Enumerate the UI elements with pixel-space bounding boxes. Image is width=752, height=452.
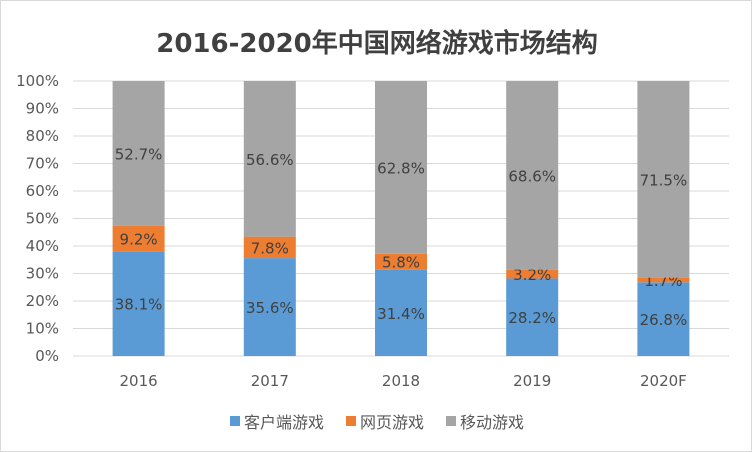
y-tick-label: 80% <box>26 127 59 145</box>
y-tick-label: 40% <box>26 237 59 255</box>
y-tick-label: 90% <box>26 100 59 118</box>
data-label: 56.6% <box>246 151 294 169</box>
data-label: 26.8% <box>640 311 688 329</box>
bar-segment <box>112 251 165 356</box>
x-tick-label: 2017 <box>251 372 289 390</box>
data-label: 62.8% <box>377 159 425 177</box>
data-label: 68.6% <box>508 167 556 185</box>
legend-item: 移动游戏 <box>446 409 524 433</box>
y-tick-label: 60% <box>26 182 59 200</box>
bar-segment <box>637 277 690 283</box>
data-label: 71.5% <box>640 171 688 189</box>
data-label: 38.1% <box>115 296 163 314</box>
x-tick-label: 2018 <box>382 372 420 390</box>
data-label: 28.2% <box>508 309 556 327</box>
bar-segment <box>112 225 165 252</box>
legend: 客户端游戏 网页游戏 移动游戏 <box>1 409 751 433</box>
bar-segment <box>243 81 296 237</box>
data-label: 3.2% <box>513 266 551 284</box>
legend-swatch <box>446 416 456 426</box>
y-tick-label: 20% <box>26 292 59 310</box>
data-label: 35.6% <box>246 299 294 317</box>
legend-item: 客户端游戏 <box>229 409 324 433</box>
x-tick-label: 2016 <box>120 372 158 390</box>
y-tick-label: 50% <box>26 210 59 228</box>
legend-item: 网页游戏 <box>345 409 424 433</box>
bar-segment <box>243 236 296 259</box>
y-tick-label: 30% <box>26 265 59 283</box>
data-label: 5.8% <box>382 254 420 272</box>
legend-label: 移动游戏 <box>460 413 525 432</box>
bar-segment <box>375 81 427 254</box>
x-tick-label: 2020F <box>640 372 687 390</box>
data-label: 9.2% <box>120 231 158 249</box>
chart-title: 2016-2020年中国网络游戏市场结构 <box>156 29 598 59</box>
bar-segment <box>637 282 690 356</box>
y-tick-label: 0% <box>35 347 59 365</box>
y-tick-label: 100% <box>16 72 59 90</box>
bar-segment <box>637 81 690 278</box>
y-tick-label: 70% <box>26 155 59 173</box>
legend-swatch <box>229 416 240 426</box>
bar-segment <box>375 253 427 270</box>
legend-swatch <box>345 416 356 426</box>
data-label: 7.8% <box>251 239 289 257</box>
bar-segment <box>506 278 559 356</box>
data-label: 52.7% <box>115 145 163 163</box>
legend-label: 网页游戏 <box>359 413 424 432</box>
bar-segment <box>112 81 165 226</box>
bar-segment <box>375 269 427 356</box>
legend-label: 客户端游戏 <box>243 413 324 432</box>
y-tick-label: 10% <box>26 320 59 338</box>
bar-segment <box>506 81 559 270</box>
bar-segment <box>506 269 559 279</box>
bar-segment <box>243 258 296 356</box>
data-label: 31.4% <box>377 305 425 323</box>
x-tick-label: 2019 <box>513 372 551 390</box>
